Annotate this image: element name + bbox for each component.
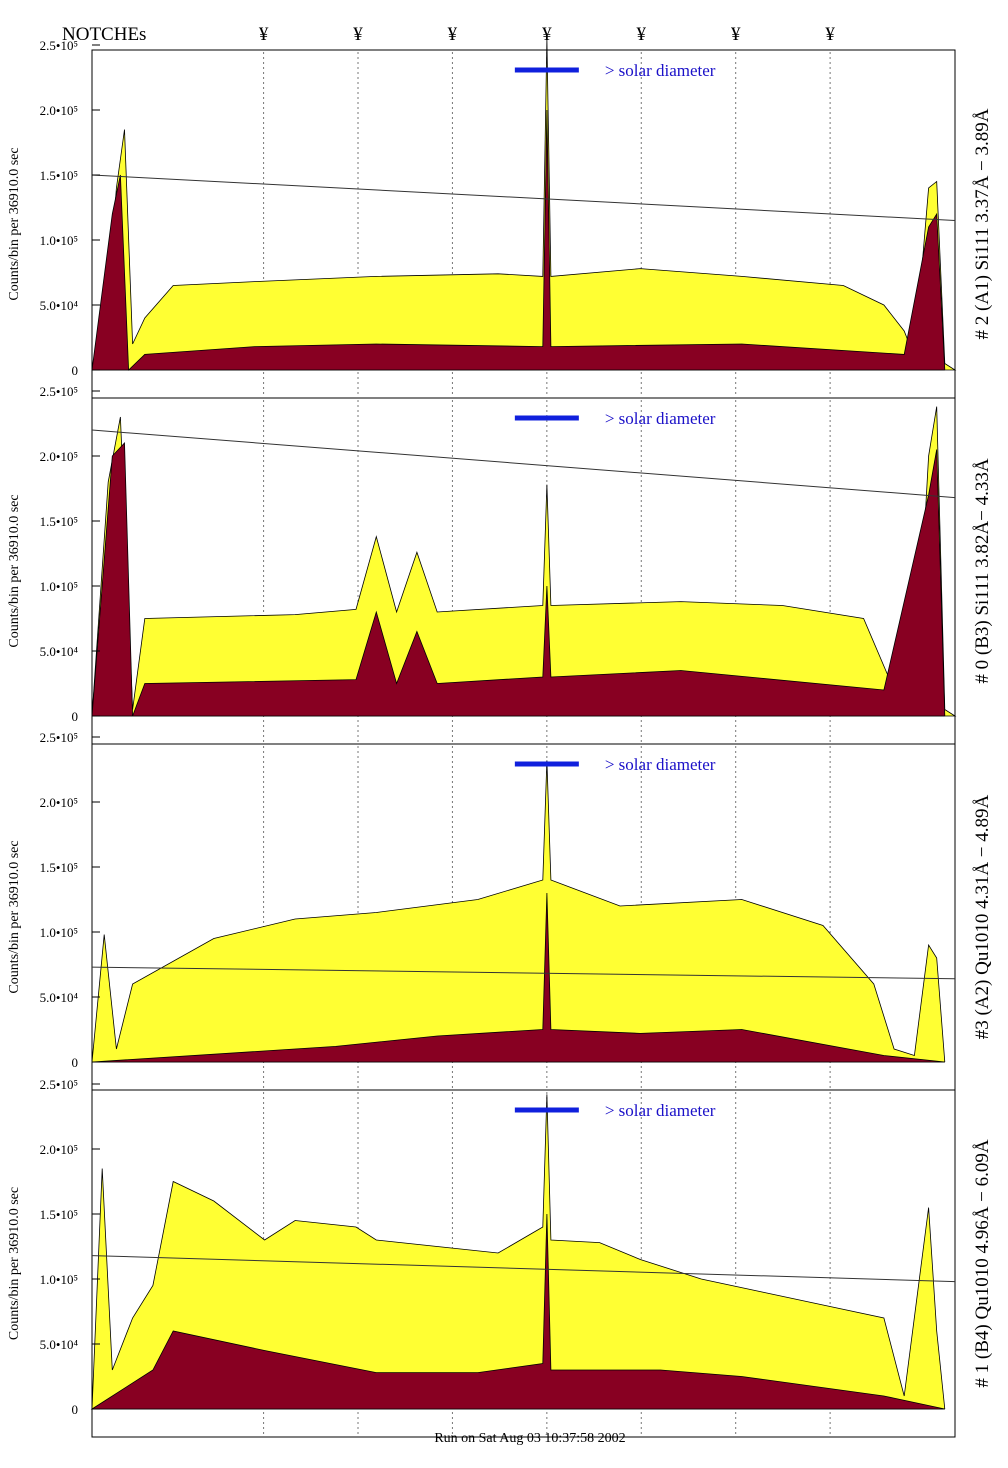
notch-symbol: ¥ (259, 24, 269, 45)
spectrum-panel-0: 0 5.0•10⁴ 1.0•10⁵ 1.5•10⁵ 2.0•10⁵ 2.5•10⁵ Coun… (7, 38, 993, 399)
y-axis-label: Counts/bin per 36910.0 sec (7, 840, 22, 993)
y-tick-label: 5.0•10⁴ (40, 644, 79, 659)
y-tick-label: 0 (72, 363, 79, 378)
total-counts-area (91, 38, 957, 371)
spectrum-panels: 0 5.0•10⁴ 1.0•10⁵ 1.5•10⁵ 2.0•10⁵ 2.5•10⁵ Coun… (7, 38, 993, 1438)
y-axis-label: Counts/bin per 36910.0 sec (7, 147, 22, 300)
notch-symbol: ¥ (353, 24, 363, 45)
y-tick-label: 1.5•10⁵ (40, 860, 78, 875)
panel-label: # 2 (A1) Si111 3.37Å − 3.89Å (972, 108, 993, 339)
total-counts-area (91, 406, 957, 717)
total-counts-area (91, 1094, 946, 1410)
y-tick-label: 2.5•10⁵ (40, 384, 78, 399)
spectrum-panel-1: 0 5.0•10⁴ 1.0•10⁵ 1.5•10⁵ 2.0•10⁵ 2.5•10⁵ Coun… (7, 384, 993, 745)
spectrum-panel-3: 0 5.0•10⁴ 1.0•10⁵ 1.5•10⁵ 2.0•10⁵ 2.5•10⁵ Coun… (7, 1077, 993, 1438)
solar-diameter-annotation: > solar diameter (605, 409, 716, 428)
y-tick-label: 1.5•10⁵ (40, 1207, 78, 1222)
solar-diameter-annotation: > solar diameter (605, 1101, 716, 1120)
y-tick-label: 2.0•10⁵ (40, 795, 78, 810)
notch-marks: ¥ ¥ ¥ ¥ ¥ ¥ ¥ (259, 24, 836, 45)
background-trend-line (91, 966, 956, 980)
y-tick-label: 0 (72, 709, 79, 724)
y-tick-label: 2.5•10⁵ (40, 38, 78, 53)
y-axis-label: Counts/bin per 36910.0 sec (7, 1187, 22, 1340)
y-tick-label: 5.0•10⁴ (40, 298, 79, 313)
notch-symbol: ¥ (637, 24, 647, 45)
y-tick-label: 1.0•10⁵ (40, 1272, 78, 1287)
notch-symbol: ¥ (731, 24, 741, 45)
y-axis-label: Counts/bin per 36910.0 sec (7, 494, 22, 647)
panel-label: # 0 (B3) Si111 3.82Å− 4.33Å (972, 458, 993, 683)
notch-header: NOTCHEs ¥ ¥ ¥ ¥ ¥ ¥ ¥ (62, 24, 835, 45)
background-trend-line (91, 429, 956, 499)
y-tick-label: 2.5•10⁵ (40, 730, 78, 745)
total-counts-area (91, 760, 946, 1063)
y-tick-label: 2.0•10⁵ (40, 449, 78, 464)
y-tick-label: 2.0•10⁵ (40, 1142, 78, 1157)
line-counts-area (90, 1213, 945, 1410)
panel-label: # 1 (B4) Qu1010 4.96Å − 6.09Å (972, 1139, 993, 1387)
y-tick-label: 5.0•10⁴ (40, 990, 79, 1005)
notch-symbol: ¥ (542, 24, 552, 45)
solar-diameter-annotation: > solar diameter (605, 755, 716, 774)
y-tick-label: 0 (72, 1055, 79, 1070)
line-counts-area (91, 442, 946, 717)
notch-symbol: ¥ (448, 24, 458, 45)
y-tick-label: 1.0•10⁵ (40, 579, 78, 594)
y-tick-label: 1.5•10⁵ (40, 168, 78, 183)
y-tick-label: 1.0•10⁵ (40, 925, 78, 940)
y-tick-label: 2.5•10⁵ (40, 1077, 78, 1092)
line-counts-area (91, 109, 946, 371)
notches-label: NOTCHEs (62, 24, 146, 45)
background-trend-line (91, 1255, 956, 1283)
y-tick-label: 0 (72, 1402, 79, 1417)
notch-symbol: ¥ (825, 24, 835, 45)
y-tick-label: 1.5•10⁵ (40, 514, 78, 529)
spectrum-panel-2: 0 5.0•10⁴ 1.0•10⁵ 1.5•10⁵ 2.0•10⁵ 2.5•10⁵ Coun… (7, 730, 993, 1091)
y-tick-label: 2.0•10⁵ (40, 103, 78, 118)
run-timestamp: Run on Sat Aug 03 10:37:58 2002 (434, 1431, 625, 1446)
y-tick-label: 1.0•10⁵ (40, 233, 78, 248)
background-trend-line (91, 174, 956, 221)
panel-label: #3 (A2) Qu1010 4.31Å − 4.89Å (972, 794, 993, 1039)
y-tick-label: 5.0•10⁴ (40, 1337, 79, 1352)
solar-diameter-annotation: > solar diameter (605, 61, 716, 80)
line-counts-area (91, 892, 945, 1063)
